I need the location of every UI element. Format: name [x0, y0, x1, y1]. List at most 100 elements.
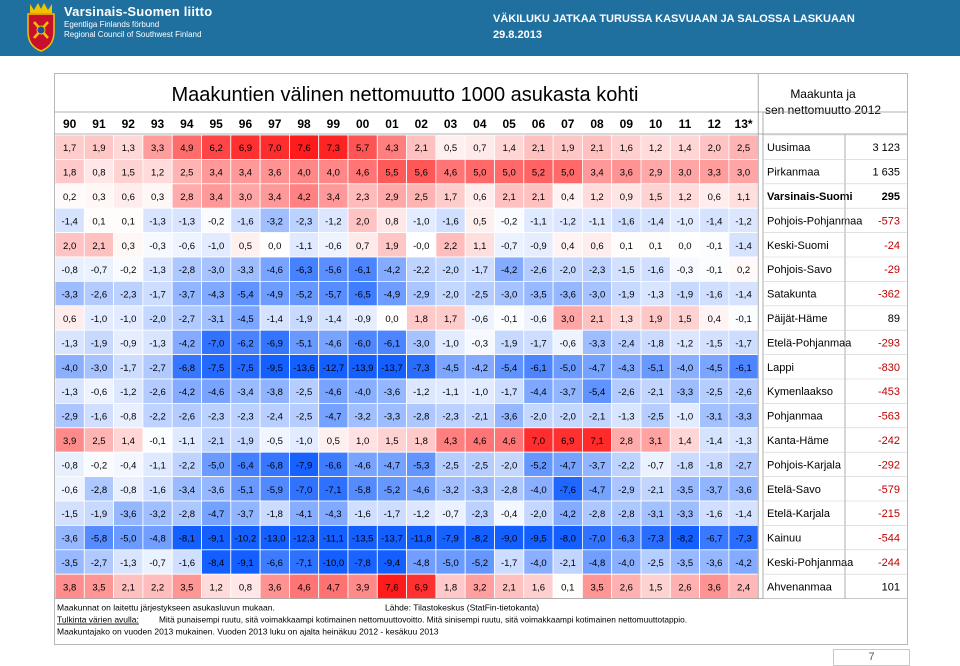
- heatmap-cell: [171, 476, 202, 502]
- heatmap-cell: [347, 305, 378, 331]
- heatmap-cell: [288, 305, 320, 331]
- cell-value: -4,7: [325, 412, 341, 423]
- region-net-2012: 89: [888, 313, 900, 325]
- heatmap-cell: [113, 256, 144, 282]
- heatmap-cell: [142, 451, 173, 478]
- cell-value: -1,6: [442, 216, 458, 227]
- cell-value: 0,1: [92, 216, 105, 227]
- cell-value: 1,4: [122, 436, 135, 447]
- region-name: Kainuu: [767, 533, 801, 545]
- heatmap-cell: [435, 476, 466, 502]
- cell-value: -3,6: [61, 534, 77, 545]
- cell-value: 0,6: [122, 192, 135, 203]
- heatmap-cell: [201, 451, 232, 478]
- cell-value: -2,5: [647, 412, 663, 423]
- heatmap-cell: [288, 500, 320, 526]
- cell-value: -4,5: [706, 363, 722, 374]
- heatmap-cell: [699, 573, 730, 600]
- year-header: 01: [385, 117, 399, 131]
- cell-value: -5,0: [120, 534, 136, 545]
- heatmap-cell: [288, 402, 320, 429]
- footnote-legend-label: Tulkinta värien avulla:: [57, 615, 139, 625]
- cell-value: 4,6: [297, 582, 310, 593]
- cell-value: -8,2: [472, 534, 488, 545]
- cell-value: 4,6: [356, 168, 369, 179]
- cell-value: 3,0: [239, 192, 252, 203]
- cell-value: -7,5: [208, 363, 224, 374]
- cell-value: -1,4: [735, 241, 751, 252]
- heatmap-cell: [728, 524, 759, 551]
- heatmap-cell: [552, 549, 583, 575]
- cell-value: 1,3: [620, 314, 633, 325]
- heatmap-cell: [288, 354, 320, 380]
- cell-value: -2,0: [442, 290, 458, 301]
- cell-value: -5,2: [384, 485, 400, 496]
- year-header: 08: [590, 117, 604, 131]
- heatmap-cell: [376, 305, 407, 331]
- cell-value: -1,9: [618, 290, 634, 301]
- heatmap-cell: [640, 549, 671, 575]
- heatmap-cell: [669, 207, 700, 233]
- heatmap-cell: [582, 549, 613, 575]
- cell-value: -1,3: [149, 265, 165, 276]
- cell-value: 4,2: [297, 192, 310, 203]
- migration-heatmap: Maakuntien välinen nettomuutto 1000 asuk…: [55, 74, 907, 637]
- region-net-2012: -830: [878, 362, 900, 374]
- heatmap-cell: [201, 354, 232, 380]
- year-header: 92: [122, 117, 136, 131]
- cell-value: -2,5: [706, 387, 722, 398]
- cell-value: 0,0: [268, 241, 281, 252]
- cell-value: -2,5: [296, 412, 312, 423]
- heatmap-cell: [347, 378, 378, 404]
- cell-value: 1,3: [122, 143, 135, 154]
- heatmap-cell: [728, 354, 759, 380]
- cell-value: -1,3: [179, 216, 195, 227]
- heatmap-cell: [640, 402, 671, 429]
- heatmap-cell: [464, 500, 495, 526]
- cell-value: -8,0: [560, 534, 576, 545]
- heatmap-cell: [376, 329, 407, 356]
- cell-value: -2,9: [618, 485, 634, 496]
- cell-value: 5,0: [561, 168, 574, 179]
- cell-value: 1,9: [385, 241, 398, 252]
- cell-value: -2,7: [735, 460, 751, 471]
- heatmap-cell: [728, 451, 759, 478]
- cell-value: 3,4: [590, 168, 603, 179]
- cell-value: -3,7: [589, 460, 605, 471]
- cell-value: 0,7: [356, 241, 369, 252]
- cell-value: -0,1: [501, 314, 517, 325]
- region-net-2012: -544: [878, 533, 900, 545]
- heatmap-cell: [640, 451, 671, 478]
- cell-value: -0,4: [120, 460, 136, 471]
- cell-value: -0,6: [61, 485, 77, 496]
- year-header: 07: [561, 117, 575, 131]
- heatmap-cell: [464, 549, 495, 575]
- cell-value: -6,2: [237, 338, 253, 349]
- heatmap-cell: [582, 500, 613, 526]
- heatmap-cell: [464, 329, 495, 356]
- cell-value: -2,7: [179, 314, 195, 325]
- year-header: 94: [180, 117, 194, 131]
- cell-value: -1,9: [677, 290, 693, 301]
- heatmap-cell: [494, 378, 525, 404]
- heatmap-cell: [259, 207, 290, 233]
- headline-date: 29.8.2013: [493, 29, 542, 41]
- cell-value: -5,0: [560, 363, 576, 374]
- cell-value: -2,6: [179, 412, 195, 423]
- heatmap-cell: [464, 573, 495, 600]
- heatmap-cell: [259, 232, 290, 258]
- cell-value: 4,6: [503, 436, 516, 447]
- cell-value: 0,1: [122, 216, 135, 227]
- cell-value: -1,4: [61, 216, 77, 227]
- cell-value: 0,5: [327, 436, 340, 447]
- cell-value: 2,0: [63, 241, 76, 252]
- cell-value: -1,3: [61, 338, 77, 349]
- cell-value: 1,2: [210, 582, 223, 593]
- cell-value: -7,0: [296, 485, 312, 496]
- region-name: Keski-Suomi: [767, 240, 829, 252]
- heatmap-cell: [669, 451, 700, 478]
- year-header: 03: [444, 117, 458, 131]
- cell-value: -5,4: [501, 363, 517, 374]
- year-header: 93: [151, 117, 165, 131]
- heatmap-cell: [259, 280, 290, 307]
